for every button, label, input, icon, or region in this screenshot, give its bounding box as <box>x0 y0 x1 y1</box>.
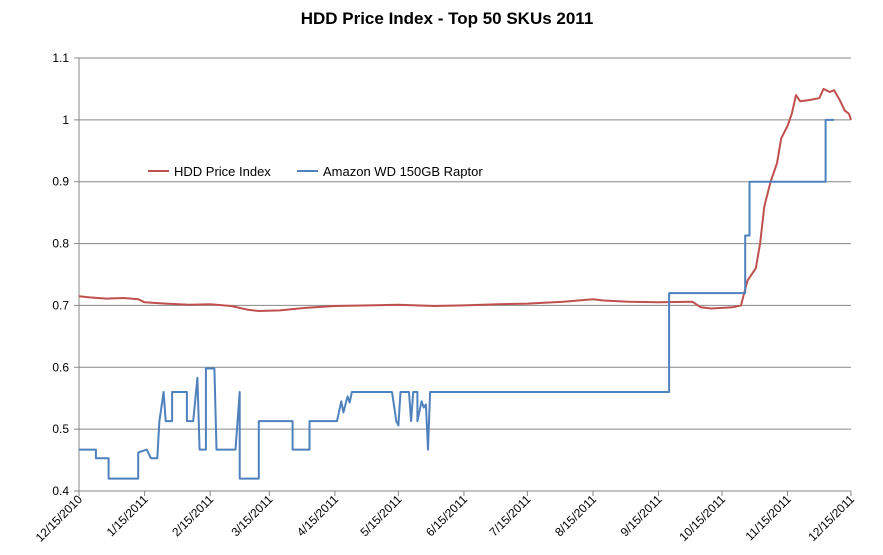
legend-label: HDD Price Index <box>174 164 271 179</box>
series-line-hdd-price-index <box>78 87 852 312</box>
y-tick-label: 0.7 <box>52 298 69 312</box>
x-tick-label: 4/15/2011 <box>294 492 341 539</box>
x-tick-label: 11/15/2011 <box>743 492 794 543</box>
y-tick-label: 0.8 <box>52 237 69 251</box>
x-tick-label: 9/15/2011 <box>618 492 665 539</box>
y-tick-label: 0.6 <box>52 360 69 374</box>
x-tick-label: 6/15/2011 <box>423 492 470 539</box>
y-tick-label: 0.5 <box>52 422 69 436</box>
x-axis-tick-labels: 12/15/2010 1/15/2011 2/15/2011 3/15/2011 4/1… <box>33 492 858 545</box>
chart-title: HDD Price Index - Top 50 SKUs 2011 <box>301 9 594 28</box>
y-tick-label: 1 <box>62 113 69 127</box>
x-tick-label: 5/15/2011 <box>357 492 404 539</box>
y-tick-label: 1.1 <box>52 51 69 65</box>
x-tick-label: 1/15/2011 <box>104 492 151 539</box>
x-tick-label: 3/15/2011 <box>228 492 275 539</box>
x-tick-label: 12/15/2010 <box>33 492 86 545</box>
y-tick-label: 0.9 <box>52 175 69 189</box>
x-tick-label: 12/15/2011 <box>805 492 857 544</box>
series-lines <box>78 87 852 480</box>
legend: HDD Price Index Amazon WD 150GB Raptor <box>148 164 483 179</box>
axes <box>78 58 852 496</box>
x-tick-label: 2/15/2011 <box>169 492 216 539</box>
grid-lines <box>74 57 851 492</box>
legend-label: Amazon WD 150GB Raptor <box>323 164 483 179</box>
series-line-amazon-wd-raptor <box>79 118 835 480</box>
y-tick-label: 0.4 <box>52 484 69 498</box>
y-axis-tick-labels: 0.4 0.5 0.6 0.7 0.8 0.9 1 1.1 <box>52 51 69 498</box>
x-tick-label: 10/15/2011 <box>676 492 728 544</box>
x-tick-label: 8/15/2011 <box>552 492 599 539</box>
x-tick-label: 7/15/2011 <box>486 492 533 539</box>
